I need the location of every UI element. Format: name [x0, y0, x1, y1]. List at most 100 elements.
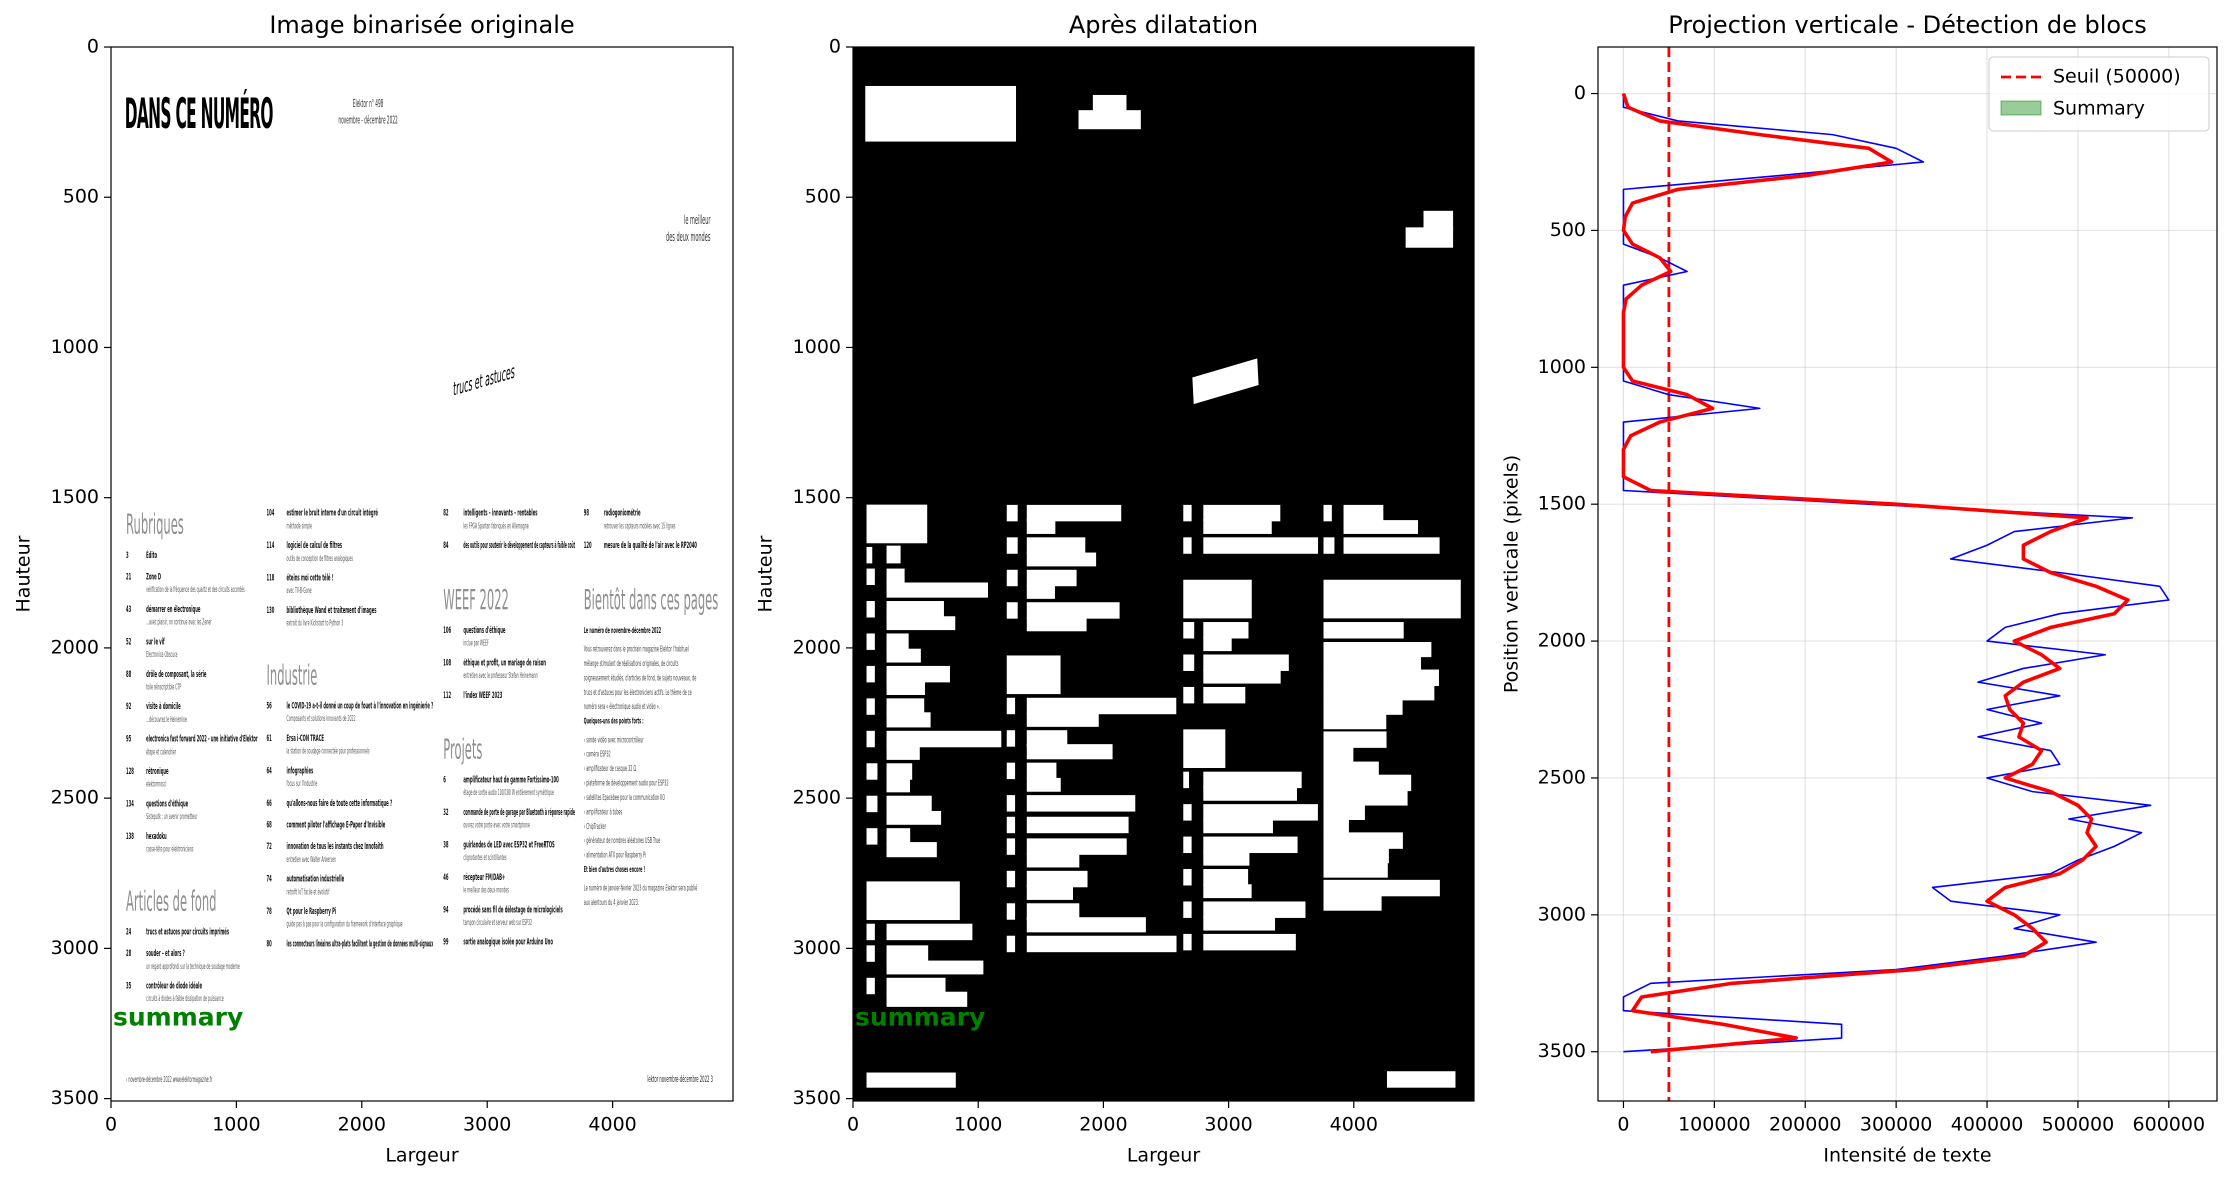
dilated-blob — [886, 795, 932, 813]
page-text: 43 — [126, 604, 131, 614]
dilated-blob — [1323, 504, 1332, 522]
dilated-blob — [1423, 210, 1454, 232]
page-text: 64 — [266, 766, 271, 776]
page-text: 118 — [266, 573, 274, 583]
dilated-blob — [1183, 729, 1226, 769]
dilated-blob — [866, 568, 875, 586]
x-tick-label: 0 — [847, 1114, 859, 1136]
x-tick-label: 0 — [1617, 1114, 1629, 1136]
dilated-blob — [865, 85, 1017, 142]
dilated-blob — [1203, 518, 1272, 534]
dilated-blob — [886, 568, 905, 586]
y-tick-label: 1500 — [793, 486, 841, 508]
page-text: › satellites Epacebee pour la communicat… — [584, 793, 665, 802]
page-text: Vous retrouverez dans le prochain magazi… — [584, 645, 689, 654]
page-text: 56 — [266, 701, 271, 711]
chart-title: Après dilatation — [1069, 11, 1258, 39]
dilated-blob — [866, 795, 878, 813]
page-text: Projets — [443, 732, 482, 765]
page-text: 21 — [126, 572, 131, 582]
dilated-blob — [866, 923, 875, 941]
dilated-blob — [1183, 804, 1192, 821]
dilated-blob — [1026, 552, 1097, 567]
y-tick-label: 2000 — [793, 636, 841, 658]
dilated-blob — [1323, 683, 1435, 701]
page-text: circuits à diodes à faible dissipation d… — [146, 995, 224, 1004]
dilated-blob — [1026, 744, 1113, 760]
page-image: DANS CE NUMÉRO Elektor n° 498 novembre - d… — [111, 47, 733, 1101]
page-text: Zone D — [146, 572, 161, 582]
dilated-blob — [1183, 537, 1192, 554]
dilated-blob — [1405, 227, 1454, 248]
dilated-blob — [1026, 795, 1136, 812]
x-tick-label: 2000 — [338, 1114, 386, 1136]
dilated-blob — [1026, 762, 1057, 780]
page-text: 92 — [126, 701, 131, 711]
dilated-blob — [886, 842, 937, 858]
page-text: Ersa i-CON TRACE — [287, 733, 325, 743]
page-text: Quelques-uns des points forts : — [584, 717, 644, 726]
axes-frame — [110, 46, 734, 1102]
page-text: retrouver les capteurs mobiles avec 15 l… — [604, 523, 676, 531]
page-text: 28 — [126, 948, 131, 958]
page-text: questions d'éthique — [146, 799, 188, 809]
dilated-blob — [886, 698, 925, 715]
page-text: le meilleur des deux mondes — [463, 887, 508, 895]
dilated-blob — [1323, 731, 1387, 748]
dilated-blob — [1183, 654, 1195, 671]
dilated-blob — [1323, 848, 1389, 864]
x-tick-label: 100000 — [1678, 1114, 1751, 1136]
page-text: Electronica Obscura — [146, 652, 177, 660]
legend-label: Summary — [2053, 98, 2145, 120]
dilated-blob — [1203, 836, 1298, 854]
page-text: rétronique — [146, 766, 169, 776]
dilated-blob — [1203, 785, 1297, 801]
page-text: les connecteurs linéaires ultra-plats fa… — [287, 939, 434, 949]
dilated-blob — [1026, 853, 1080, 868]
dilated-blob — [1006, 838, 1016, 855]
page-text: drôle de composant, la série — [146, 669, 207, 679]
page-text: 68 — [266, 820, 271, 830]
dilated-blob — [886, 945, 929, 962]
dilated-blob — [1026, 602, 1120, 619]
page-text: 104 — [266, 508, 274, 518]
dilated-blob — [1323, 669, 1439, 686]
page-text: › plateforme de développement audio pour… — [584, 778, 669, 788]
page-text: 98 — [584, 508, 589, 518]
page-text: sortie analogique isolée pour Arduino Un… — [463, 937, 553, 947]
dilated-blob — [1026, 537, 1086, 554]
page-text: Le numéro de novembre-décembre 2022 — [584, 625, 661, 635]
page-text: innovation de tous les instants chez Inn… — [287, 841, 384, 851]
y-tick-label: 3500 — [793, 1087, 841, 1109]
page-text: electronica fast forward 2022 - une init… — [146, 734, 258, 744]
dilated-blob — [1183, 622, 1195, 639]
page-text: trucs et d'astuces pour les électronicie… — [584, 687, 692, 697]
dilated-blob — [886, 601, 944, 618]
page-text: 61 — [266, 733, 271, 743]
y-axis-label: Hauteur — [755, 535, 777, 612]
x-axis-label: Largeur — [385, 1145, 458, 1167]
dilated-blob — [1203, 901, 1306, 918]
dilated-blob — [1006, 935, 1016, 953]
page-text: ...découvrez le Heinemine — [146, 715, 187, 724]
x-tick-label: 400000 — [1951, 1114, 2024, 1136]
y-tick-label: 3000 — [51, 937, 99, 959]
dilated-blob — [1323, 895, 1382, 911]
dilated-blob — [886, 712, 931, 728]
plot-area — [1598, 47, 2217, 1101]
dilated-blob — [866, 977, 875, 995]
dilated-blob — [866, 828, 878, 845]
page-text: 95 — [126, 734, 131, 744]
page-text: 72 — [266, 841, 271, 851]
page-text: › amplificateur de casque 32 Ω — [584, 765, 636, 774]
dilated-blob — [866, 633, 875, 650]
plot-area — [853, 47, 1474, 1101]
dilated-blob — [1026, 838, 1127, 855]
dilated-blob — [1203, 851, 1250, 866]
page-text: Composants et solutions innovants de 202… — [287, 716, 356, 724]
dilated-blob — [1323, 537, 1335, 554]
y-tick-label: 0 — [829, 36, 841, 58]
dilated-blob — [1183, 869, 1192, 886]
page-text: 52 — [126, 636, 131, 646]
page-text: comment piloter l'affichage E-Paper d'In… — [287, 820, 386, 830]
